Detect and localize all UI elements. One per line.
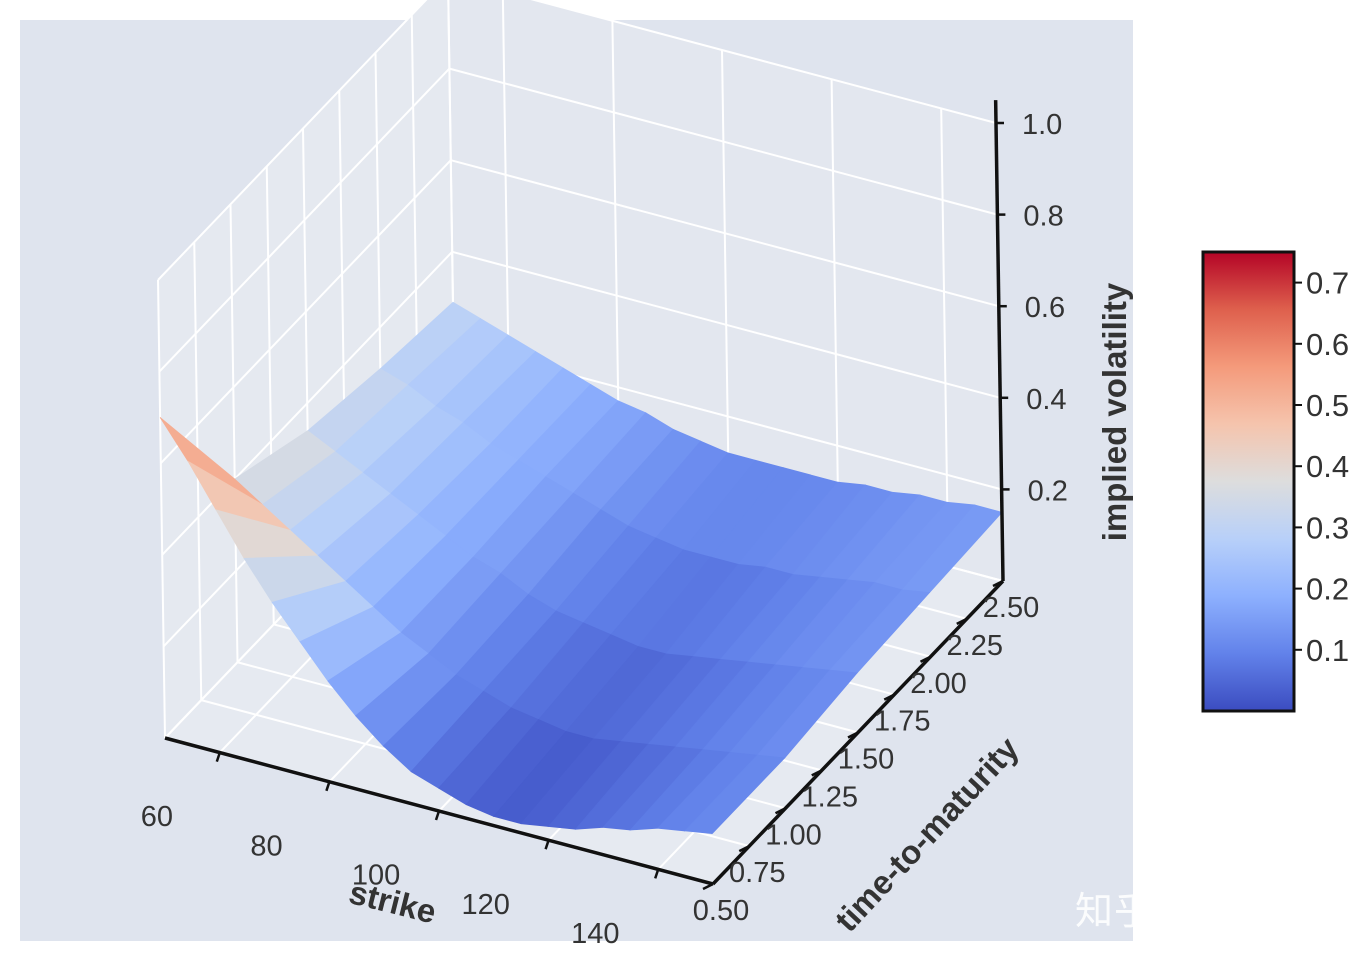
y-tick-label: 2.00 xyxy=(910,668,966,700)
x-tick-mark xyxy=(544,839,550,850)
y-tick-label: 1.50 xyxy=(838,744,894,776)
grid-line xyxy=(449,67,998,216)
grid-line xyxy=(160,159,452,464)
z-tick-label: 1.0 xyxy=(1022,109,1062,141)
x-tick-mark xyxy=(654,869,660,879)
y-tick-mark xyxy=(883,693,895,701)
z-tick-label: 0.8 xyxy=(1023,201,1063,233)
grid-line xyxy=(229,204,239,663)
x-tick-label: 60 xyxy=(141,801,173,833)
colorbar-tick-label: 0.2 xyxy=(1306,572,1349,607)
y-tick-mark xyxy=(774,807,787,815)
grid-line xyxy=(158,67,451,373)
z-axis-line xyxy=(993,100,1005,582)
y-tick-mark xyxy=(738,845,750,853)
watermark: 知乎 @丁凯星 xyxy=(1075,889,1323,933)
z-axis-label: implied volatility xyxy=(1096,282,1133,541)
x-tick-label: 80 xyxy=(250,830,282,862)
tick-labels: 60 80 100 120 140 0.50 0.75 1.00 1.25 1.50 1.75 2.0… xyxy=(141,109,1068,950)
colorbar-gradient xyxy=(1201,250,1296,713)
colorbar-tick-label: 0.5 xyxy=(1306,388,1349,423)
y-tick-label: 2.25 xyxy=(947,630,1003,662)
y-tick-mark xyxy=(811,769,823,777)
y-tick-mark xyxy=(956,617,968,625)
grid-line xyxy=(530,0,997,124)
colorbar-tick-label: 0.1 xyxy=(1306,633,1349,668)
y-tick-mark xyxy=(847,731,859,739)
x-tick-mark xyxy=(215,752,221,762)
colorbar-tick-label: 0.7 xyxy=(1306,266,1349,301)
grid-line xyxy=(157,279,166,739)
colorbar: 0.1 0.2 0.3 0.4 0.5 0.6 0.7 xyxy=(1201,250,1349,713)
grid-line xyxy=(721,49,730,509)
grid-line xyxy=(157,0,428,281)
colorbar-tick-label: 0.4 xyxy=(1306,449,1349,484)
grid-line xyxy=(940,108,950,567)
grid-line xyxy=(830,79,840,538)
y-tick-label: 2.50 xyxy=(983,592,1039,624)
y-tick-mark xyxy=(919,655,932,663)
y-tick-label: 1.25 xyxy=(802,781,858,813)
z-tick-label: 0.4 xyxy=(1026,384,1066,416)
surface-patches xyxy=(159,301,1003,835)
grid-line xyxy=(450,159,1000,308)
y-tick-label: 0.50 xyxy=(693,895,749,927)
y-tick-label: 1.75 xyxy=(874,706,930,738)
x-tick-label: 140 xyxy=(571,918,619,950)
x-tick-label: 120 xyxy=(462,889,510,921)
grid-line xyxy=(451,250,1001,399)
y-tick-mark xyxy=(992,579,1004,588)
y-tick-label: 1.00 xyxy=(765,819,821,851)
grid-line xyxy=(161,251,453,556)
y-tick-label: 0.75 xyxy=(729,857,785,889)
colorbar-tick-label: 0.3 xyxy=(1306,510,1349,545)
y-tick-mark xyxy=(702,882,714,891)
z-tick-label: 0.2 xyxy=(1028,475,1068,507)
x-tick-mark xyxy=(325,781,331,792)
surface-patch xyxy=(684,754,786,835)
x-tick-label: 100 xyxy=(352,860,400,892)
axis-lines xyxy=(164,100,1010,891)
colorbar-tick-label: 0.6 xyxy=(1306,327,1349,362)
z-tick-label: 0.6 xyxy=(1025,292,1065,324)
x-tick-mark xyxy=(434,810,441,821)
